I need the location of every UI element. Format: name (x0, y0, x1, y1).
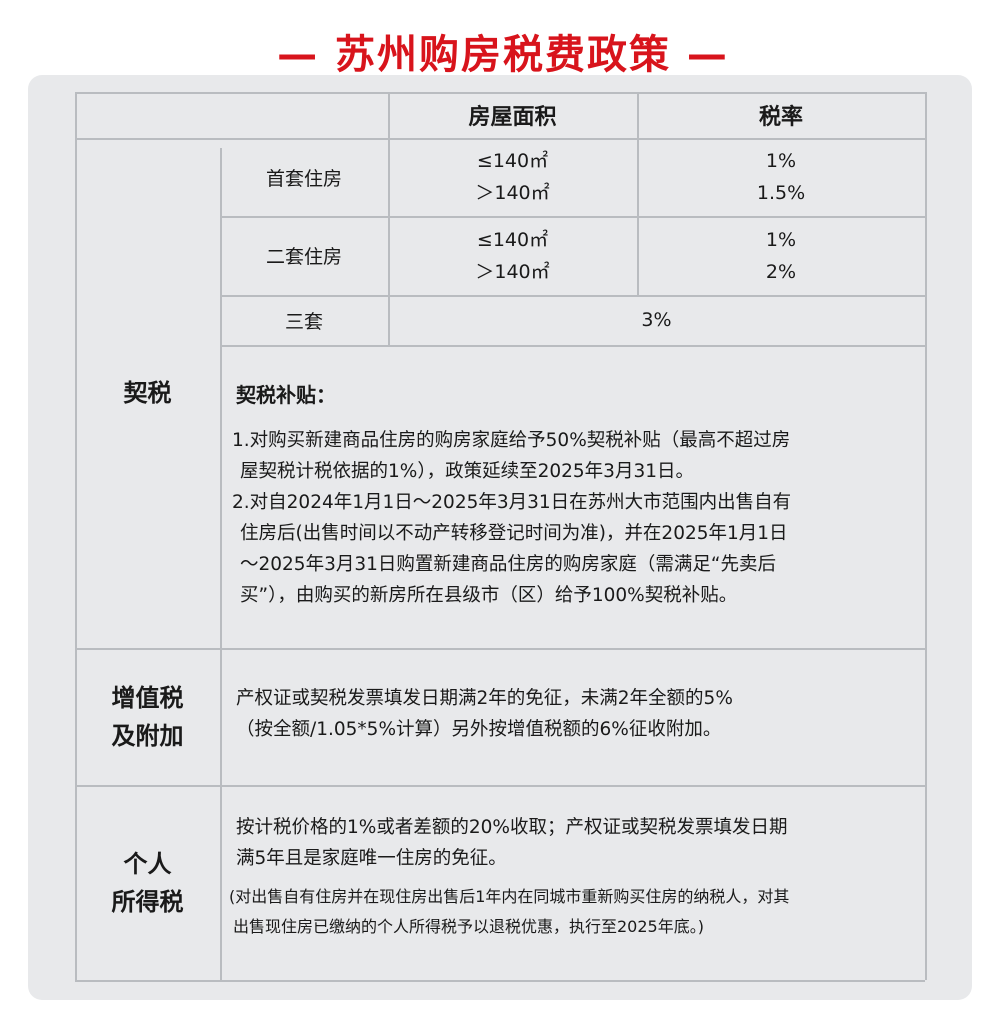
label-line: 增值税 (111, 683, 184, 712)
table-divider (388, 92, 390, 345)
text-line: 满5年且是家庭唯一住房的免征。 (236, 848, 507, 869)
first-home-areas: ≤140㎡ ＞140㎡ (388, 138, 637, 216)
header-rate: 税率 (758, 105, 803, 130)
income-tax-note: (对出售自有住房并在现住房出售后1年内在同城市重新购买住房的纳税人，对其 出售现… (229, 882, 789, 942)
label-line: 及附加 (111, 721, 184, 750)
text-line: （按全额/1.05*5%计算）另外按增值税额的6%征收附加。 (236, 719, 722, 740)
label-line: 所得税 (111, 887, 184, 916)
vat-label: 增值税 及附加 (75, 648, 220, 785)
text-line: (对出售自有住房并在现住房出售后1年内在同城市重新购买住房的纳税人，对其 (229, 887, 790, 906)
text-line: 按计税价格的1%或者差额的20%收取；产权证或契税发票填发日期 (236, 817, 788, 838)
table-divider (75, 785, 925, 787)
area-value: ≤140㎡ (476, 228, 549, 251)
tax-table-card (28, 75, 972, 1000)
text-line: 出售现住房已缴纳的个人所得税予以退税优惠，执行至2025年底。) (233, 917, 704, 936)
third-home-rate: 3% (641, 309, 672, 331)
second-home-rates: 1% 2% (637, 216, 925, 295)
subsidy-title: 契税补贴： (236, 383, 336, 407)
table-divider (75, 648, 925, 650)
deed-tax-label: 契税 (123, 379, 172, 407)
area-value: ≤140㎡ (476, 150, 549, 172)
label-line: 个人 (123, 849, 172, 878)
table-border (925, 92, 927, 980)
text-line: ～2025年3月31日购置新建商品住房的购房家庭（需满足“先卖后 (240, 554, 776, 575)
area-value: ＞140㎡ (475, 182, 550, 204)
vat-text: 产权证或契税发票填发日期满2年的免征，未满2年全额的5% （按全额/1.05*5… (236, 683, 733, 745)
rate-value: 1.5% (756, 182, 806, 204)
table-divider (75, 138, 925, 140)
income-tax-text: 按计税价格的1%或者差额的20%收取；产权证或契税发票填发日期 满5年且是家庭唯… (236, 812, 787, 874)
income-tax-label: 个人 所得税 (75, 785, 220, 980)
text-line: 住房后(出售时间以不动产转移登记时间为准)，并在2025年1月1日 (240, 523, 788, 544)
header-area: 房屋面积 (468, 105, 557, 130)
table-border (75, 980, 925, 982)
text-line: 2.对自2024年1月1日～2025年3月31日在苏州大市范围内出售自有 (232, 492, 792, 513)
table-border (75, 92, 77, 980)
text-line: 买”），由购买的新房所在县级市（区）给予100%契税补贴。 (240, 585, 738, 606)
rate-value: 1% (765, 150, 797, 172)
table-divider (220, 295, 925, 297)
subsidy-text: 1.对购买新建商品住房的购房家庭给予50%契税补贴（最高不超过房 屋契税计税依据… (232, 425, 791, 611)
rate-value: 2% (765, 260, 797, 283)
page-title: — 苏州购房税费政策 — (277, 32, 729, 78)
third-home-label: 三套 (284, 310, 323, 333)
table-divider (637, 92, 639, 295)
text-line: 1.对购买新建商品住房的购房家庭给予50%契税补贴（最高不超过房 (232, 430, 791, 451)
table-border (75, 92, 925, 94)
second-home-label: 二套住房 (265, 246, 342, 268)
text-line: 产权证或契税发票填发日期满2年的免征，未满2年全额的5% (236, 688, 733, 709)
text-line: 屋契税计税依据的1%），政策延续至2025年3月31日。 (240, 461, 694, 482)
area-value: ＞140㎡ (475, 260, 550, 283)
table-divider (220, 148, 222, 980)
first-home-label: 首套住房 (265, 167, 342, 190)
first-home-rates: 1% 1.5% (637, 138, 925, 216)
table-divider (220, 345, 925, 347)
second-home-areas: ≤140㎡ ＞140㎡ (388, 216, 637, 295)
rate-value: 1% (765, 228, 797, 251)
table-divider (220, 216, 925, 218)
